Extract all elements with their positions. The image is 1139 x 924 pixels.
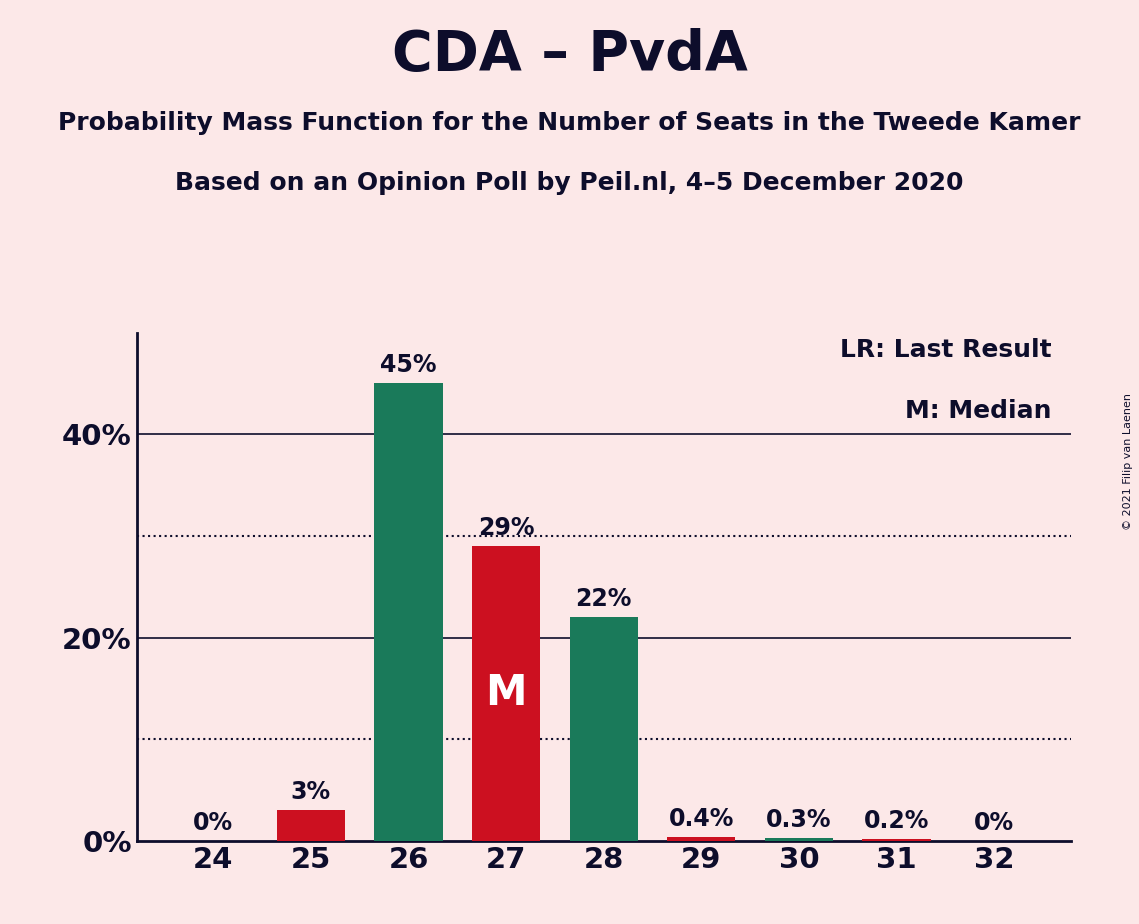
Bar	[764, 838, 833, 841]
Text: 45%: 45%	[380, 353, 436, 377]
Text: Based on an Opinion Poll by Peil.nl, 4–5 December 2020: Based on an Opinion Poll by Peil.nl, 4–5…	[175, 171, 964, 195]
Bar	[277, 810, 345, 841]
Text: CDA – PvdA: CDA – PvdA	[392, 28, 747, 81]
Bar	[570, 617, 638, 841]
Text: 0.2%: 0.2%	[863, 808, 929, 833]
Text: 22%: 22%	[575, 587, 632, 611]
Text: 0%: 0%	[194, 810, 233, 834]
Text: © 2021 Filip van Laenen: © 2021 Filip van Laenen	[1123, 394, 1133, 530]
Bar	[472, 546, 540, 841]
Text: 0.3%: 0.3%	[767, 808, 831, 832]
Text: LR: LR	[574, 708, 633, 750]
Bar	[667, 837, 736, 841]
Text: M: M	[485, 673, 527, 714]
Text: M: Median: M: Median	[906, 399, 1052, 422]
Text: 0%: 0%	[974, 810, 1014, 834]
Text: Probability Mass Function for the Number of Seats in the Tweede Kamer: Probability Mass Function for the Number…	[58, 111, 1081, 135]
Text: LR: Last Result: LR: Last Result	[841, 337, 1052, 361]
Text: 3%: 3%	[290, 780, 331, 804]
Bar	[862, 839, 931, 841]
Text: 29%: 29%	[478, 516, 534, 540]
Bar	[375, 383, 443, 841]
Text: 0.4%: 0.4%	[669, 807, 734, 831]
